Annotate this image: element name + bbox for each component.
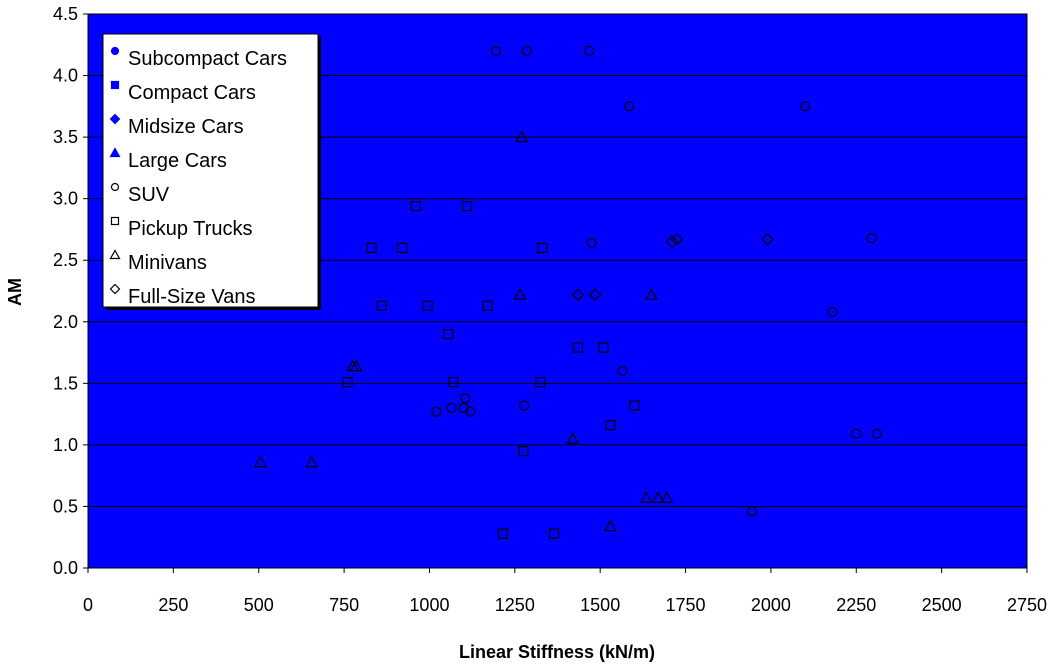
legend-marker-suv	[110, 182, 120, 192]
point-pickup-trucks	[443, 328, 454, 340]
y-tick-label: 1.5	[53, 373, 78, 393]
point-pickup-trucks	[422, 300, 433, 311]
legend-label-compact-cars: Compact Cars	[128, 82, 256, 104]
legend-marker-large-cars	[109, 147, 121, 158]
point-suv	[460, 393, 471, 404]
point-full-size-vans	[588, 288, 602, 302]
data-points	[253, 45, 882, 539]
y-axis-title: AM	[5, 278, 25, 306]
y-tick-label: 0.0	[53, 558, 78, 578]
y-tick-label: 4.0	[53, 66, 78, 86]
point-pickup-trucks	[410, 200, 421, 212]
point-suv	[617, 365, 628, 377]
point-full-size-vans	[761, 232, 774, 246]
point-minivans	[513, 287, 527, 300]
y-tick-label: 2.5	[53, 250, 78, 270]
x-tick-label: 2750	[1007, 595, 1047, 615]
point-minivans	[566, 431, 580, 444]
legend-label-pickup-trucks: Pickup Trucks	[128, 218, 252, 240]
legend-marker-pickup-trucks	[110, 216, 120, 226]
x-axis-title: Linear Stiffness (kN/m)	[459, 642, 655, 662]
y-tick-label: 4.5	[53, 4, 78, 24]
point-pickup-trucks	[448, 377, 459, 388]
point-pickup-trucks	[572, 342, 584, 353]
point-suv	[519, 400, 530, 411]
point-suv	[584, 45, 595, 57]
x-tick-label: 750	[329, 595, 359, 615]
x-tick-label: 1000	[409, 595, 449, 615]
point-minivans	[603, 519, 617, 532]
point-suv	[624, 101, 635, 112]
point-pickup-trucks	[629, 400, 640, 411]
y-tick-label: 3.0	[53, 189, 78, 209]
y-tick-label: 2.0	[53, 312, 78, 332]
point-minivans	[651, 491, 665, 503]
point-pickup-trucks	[518, 445, 529, 457]
point-pickup-trucks	[366, 242, 377, 254]
point-suv	[521, 45, 532, 57]
point-suv	[799, 101, 811, 112]
x-tick-label: 500	[244, 595, 274, 615]
x-tick-label: 2000	[751, 595, 791, 615]
point-pickup-trucks	[497, 528, 508, 539]
point-suv	[490, 45, 502, 57]
point-suv	[465, 406, 476, 417]
point-minivans	[639, 491, 653, 503]
point-suv	[586, 237, 597, 249]
point-suv	[866, 232, 877, 244]
tick-labels: 0.0 0.5 1.0 1.5 2.0 2.5 3.0 3.5 4.0 4.5 0 250 500 750…	[53, 4, 1047, 615]
point-minivans	[305, 455, 319, 468]
point-pickup-trucks	[598, 342, 609, 353]
legend-label-midsize-cars: Midsize Cars	[128, 116, 244, 138]
x-tick-label: 0	[83, 595, 93, 615]
x-tick-label: 1500	[580, 595, 620, 615]
point-full-size-vans	[571, 288, 585, 302]
legend-label-subcompact-cars: Subcompact Cars	[128, 48, 287, 70]
legend: Subcompact Cars Compact Cars Midsize Cars L…	[102, 33, 321, 310]
legend-label-full-size-vans: Full-Size Vans	[128, 286, 255, 308]
point-suv	[851, 428, 862, 439]
point-suv	[747, 506, 758, 517]
point-pickup-trucks	[548, 528, 560, 539]
x-tick-label: 250	[158, 595, 188, 615]
point-minivans	[349, 359, 363, 372]
point-minivans	[515, 130, 529, 143]
point-suv	[431, 406, 442, 417]
point-full-size-vans	[665, 235, 679, 249]
axes	[87, 14, 1027, 569]
point-pickup-trucks	[535, 377, 546, 388]
point-pickup-trucks	[482, 300, 493, 311]
x-tick-label: 1750	[666, 595, 706, 615]
x-tick-label: 2500	[922, 595, 962, 615]
x-tick-label: 2250	[836, 595, 876, 615]
point-pickup-trucks	[605, 420, 616, 431]
point-suv	[446, 402, 457, 414]
point-minivans	[644, 287, 658, 300]
legend-marker-full-size-vans	[109, 283, 121, 295]
legend-label-minivans: Minivans	[128, 252, 207, 274]
point-pickup-trucks	[376, 300, 387, 311]
y-tick-label: 3.5	[53, 127, 78, 147]
point-pickup-trucks	[537, 242, 548, 254]
legend-box	[102, 33, 319, 308]
point-pickup-trucks	[397, 242, 408, 254]
gridlines	[88, 13, 1027, 507]
legend-label-large-cars: Large Cars	[128, 150, 227, 172]
legend-marker-midsize-cars	[109, 113, 121, 125]
point-full-size-vans	[670, 232, 684, 246]
legend-marker-compact-cars	[110, 80, 120, 90]
point-pickup-trucks	[461, 200, 473, 212]
point-suv	[827, 306, 838, 318]
y-tick-label: 0.5	[53, 496, 78, 516]
x-tick-label: 1250	[495, 595, 535, 615]
legend-marker-minivans	[109, 249, 121, 260]
point-minivans	[253, 455, 267, 468]
legend-label-suv: SUV	[128, 184, 170, 206]
legend-marker-subcompact-cars	[110, 46, 120, 56]
point-suv	[871, 428, 882, 439]
point-pickup-trucks	[342, 377, 353, 388]
y-tick-label: 1.0	[53, 435, 78, 455]
point-minivans	[660, 491, 674, 503]
